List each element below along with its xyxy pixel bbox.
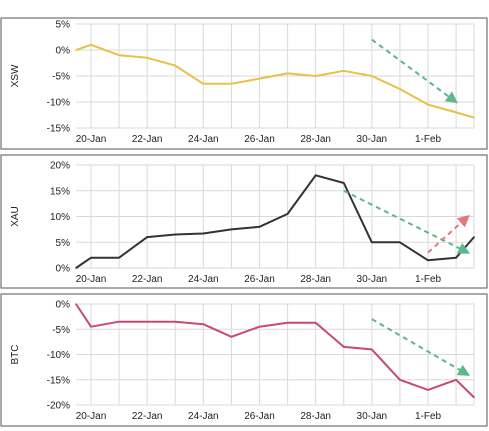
y-tick-label: 0% bbox=[56, 264, 71, 275]
data-point bbox=[118, 54, 120, 56]
data-point bbox=[258, 226, 261, 228]
data-point bbox=[90, 256, 92, 259]
data-point bbox=[118, 320, 120, 323]
data-point bbox=[455, 378, 457, 381]
x-tick-label: 30-Jan bbox=[357, 411, 388, 422]
y-tick-label: -10% bbox=[47, 350, 70, 361]
y-tick-label: 0% bbox=[56, 300, 71, 311]
data-point bbox=[342, 70, 345, 72]
x-tick-label: 28-Jan bbox=[300, 274, 331, 285]
data-point bbox=[399, 88, 401, 90]
data-point bbox=[314, 321, 317, 324]
x-tick-label: 20-Jan bbox=[76, 274, 107, 285]
data-point bbox=[427, 103, 429, 106]
y-axis-label: BTC bbox=[10, 345, 21, 365]
panel-frame bbox=[0, 293, 488, 427]
data-point bbox=[399, 378, 401, 381]
x-tick-label: 26-Jan bbox=[244, 411, 275, 422]
data-point bbox=[174, 233, 177, 236]
data-point bbox=[371, 348, 373, 351]
y-tick-label: 15% bbox=[50, 186, 70, 197]
x-tick-label: 1-Feb bbox=[415, 411, 442, 422]
x-tick-label: 22-Jan bbox=[132, 411, 163, 422]
data-point bbox=[146, 236, 148, 238]
data-point bbox=[427, 259, 429, 262]
series-line-btc bbox=[75, 303, 475, 399]
data-point bbox=[90, 44, 92, 46]
panel-frame bbox=[0, 17, 488, 150]
data-point bbox=[230, 336, 233, 338]
data-point bbox=[202, 232, 205, 235]
data-point bbox=[286, 321, 289, 324]
y-tick-label: -15% bbox=[47, 124, 70, 135]
data-point bbox=[314, 75, 317, 77]
data-point bbox=[399, 241, 401, 244]
chart-panel-btc: 0% -5% -10% -15% -20% 20-Jan 22-Jan 24-Jan 26-Ja… bbox=[0, 293, 488, 427]
data-point bbox=[342, 346, 345, 348]
y-tick-label: 5% bbox=[56, 238, 71, 249]
x-tick-label: 30-Jan bbox=[357, 274, 388, 285]
panel-frame bbox=[0, 154, 488, 289]
y-tick-label: 20% bbox=[50, 161, 70, 172]
y-tick-label: 10% bbox=[50, 212, 70, 223]
data-point bbox=[473, 236, 475, 238]
y-tick-label: -5% bbox=[52, 72, 70, 83]
chart-panel-xau: 20% 15% 10% 5% 0% 20-Jan 22-Jan 24-Jan 26-Jan 28-… bbox=[0, 154, 488, 289]
data-point bbox=[230, 228, 233, 231]
x-tick-label: 20-Jan bbox=[76, 411, 107, 422]
data-point bbox=[174, 320, 177, 323]
y-axis-label: XAU bbox=[10, 206, 21, 227]
data-point bbox=[314, 174, 317, 177]
x-tick-label: 30-Jan bbox=[357, 134, 388, 145]
x-tick-label: 1-Feb bbox=[415, 134, 442, 145]
data-point bbox=[258, 77, 261, 80]
x-tick-label: 1-Feb bbox=[415, 274, 442, 285]
x-tick-label: 28-Jan bbox=[300, 134, 331, 145]
y-tick-label: -20% bbox=[47, 401, 70, 412]
data-point bbox=[473, 116, 475, 119]
data-point bbox=[146, 57, 148, 59]
series-line-xsw bbox=[75, 43, 475, 119]
chart-panel-xsw: 5% 0% -5% -10% -15% 20-Jan 22-Jan 24-Jan 26-Jan 2… bbox=[0, 17, 488, 150]
y-tick-label: -15% bbox=[47, 375, 70, 386]
data-point bbox=[342, 182, 345, 184]
data-point bbox=[230, 83, 233, 85]
x-tick-label: 22-Jan bbox=[132, 134, 163, 145]
x-tick-label: 26-Jan bbox=[244, 134, 275, 145]
data-point bbox=[146, 320, 148, 323]
data-point bbox=[258, 325, 261, 328]
data-point bbox=[174, 64, 177, 67]
x-tick-label: 20-Jan bbox=[76, 134, 107, 145]
y-tick-label: 5% bbox=[56, 20, 71, 31]
y-tick-label: -10% bbox=[47, 98, 70, 109]
x-tick-label: 26-Jan bbox=[244, 274, 275, 285]
data-point bbox=[371, 241, 373, 244]
data-point bbox=[75, 267, 77, 269]
x-tick-label: 22-Jan bbox=[132, 274, 163, 285]
y-tick-label: 0% bbox=[56, 46, 71, 57]
data-point bbox=[455, 111, 457, 114]
trend-arrow bbox=[371, 38, 459, 104]
data-point bbox=[75, 49, 77, 51]
data-point bbox=[286, 213, 289, 215]
x-tick-label: 24-Jan bbox=[188, 411, 219, 422]
data-point bbox=[202, 323, 205, 326]
data-point bbox=[118, 256, 120, 259]
data-point bbox=[427, 389, 429, 391]
x-tick-label: 24-Jan bbox=[188, 134, 219, 145]
data-point bbox=[371, 75, 373, 77]
data-point bbox=[286, 72, 289, 75]
series-line-xau bbox=[75, 174, 475, 269]
trend-arrow bbox=[371, 318, 471, 376]
data-point bbox=[202, 83, 205, 85]
data-point bbox=[90, 325, 92, 328]
data-point bbox=[455, 256, 457, 259]
x-tick-label: 24-Jan bbox=[188, 274, 219, 285]
y-axis-label: XSW bbox=[10, 64, 21, 87]
data-point bbox=[473, 396, 475, 399]
y-tick-label: -5% bbox=[52, 325, 70, 336]
data-point bbox=[75, 303, 77, 305]
x-tick-label: 28-Jan bbox=[300, 411, 331, 422]
